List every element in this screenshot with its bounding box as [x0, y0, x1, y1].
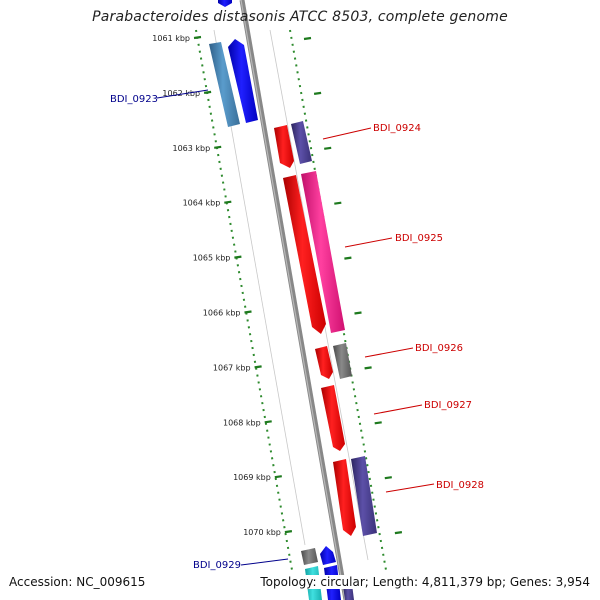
gene-bar-red-0925 — [283, 175, 326, 334]
major-tick-inner — [324, 146, 332, 150]
genome-backbone — [239, 0, 349, 600]
major-tick-inner — [364, 366, 372, 370]
gene-bar-gray-0929 — [301, 548, 318, 565]
major-tick — [264, 420, 272, 424]
major-tick — [244, 310, 252, 314]
gene-label-bdi-0925[interactable]: BDI_0925 — [395, 233, 443, 244]
gene-bar-blue-0929 — [320, 546, 336, 565]
scale-label: 1062 kbp — [162, 89, 200, 98]
gene-label-bdi-0926[interactable]: BDI_0926 — [415, 343, 463, 354]
gene-label-bdi-0927[interactable]: BDI_0927 — [424, 400, 472, 411]
major-tick — [284, 530, 293, 534]
gene-bar-magenta-0925 — [301, 171, 345, 333]
gene-bar-red-0927 — [321, 385, 345, 451]
major-tick — [203, 90, 212, 94]
backbone-highlight — [240, 0, 346, 600]
gene-bar-slate-0924 — [291, 121, 312, 164]
gene-bar-red-0928 — [333, 459, 356, 536]
major-tick-inner — [384, 476, 392, 480]
topology-summary: Topology: circular; Length: 4,811,379 bp… — [257, 575, 590, 589]
gene-labels: BDI_0923 BDI_0924 BDI_0925 BDI_0926 BDI_… — [110, 94, 484, 571]
major-tick — [254, 365, 262, 369]
major-tick-inner — [334, 201, 342, 205]
major-tick — [214, 145, 222, 149]
major-tick-inner — [354, 311, 362, 315]
scale-label: 1067 kbp — [213, 363, 251, 372]
scale-labels: 1061 kbp 1062 kbp 1063 kbp 1064 kbp 1065 kbp… — [152, 34, 281, 537]
gene-bar-blue — [228, 39, 258, 123]
major-tick — [274, 475, 282, 479]
gene-label-bdi-0924[interactable]: BDI_0924 — [373, 123, 421, 134]
major-tick — [234, 255, 242, 259]
gene-leader-lines — [156, 89, 435, 566]
gene-label-bdi-0923[interactable]: BDI_0923 — [110, 94, 158, 105]
gene-bar-red-0924 — [274, 125, 294, 168]
scale-label: 1069 kbp — [233, 473, 271, 482]
gene-label-bdi-0928[interactable]: BDI_0928 — [436, 480, 484, 491]
gene-label-bdi-0929[interactable]: BDI_0929 — [193, 560, 241, 571]
accession-label: Accession: NC_009615 — [9, 575, 148, 589]
scale-label: 1065 kbp — [193, 254, 231, 263]
outer-strand-outline — [195, 29, 293, 571]
major-tick-inner — [344, 256, 352, 260]
scale-label: 1064 kbp — [183, 199, 221, 208]
scale-label: 1061 kbp — [152, 34, 190, 43]
scale-label: 1068 kbp — [223, 418, 261, 427]
major-tick — [193, 35, 202, 40]
scale-label: 1066 kbp — [203, 309, 241, 318]
gene-bar-gray-0926 — [333, 343, 352, 379]
major-tick-inner — [303, 36, 312, 41]
gene-partial-top — [218, 0, 232, 7]
gene-bar-slate-0928 — [351, 456, 377, 536]
major-tick-inner — [394, 531, 403, 535]
major-tick-inner — [313, 91, 322, 95]
gene-bar-steelblue — [209, 42, 240, 127]
major-tick-inner — [374, 421, 382, 425]
gene-bar-red-0926 — [315, 346, 333, 379]
scale-label: 1063 kbp — [172, 144, 210, 153]
major-tick — [224, 200, 232, 204]
scale-ticks — [193, 35, 403, 535]
map-title: Parabacteroides distasonis ATCC 8503, co… — [92, 9, 508, 25]
scale-label: 1070 kbp — [243, 528, 281, 537]
